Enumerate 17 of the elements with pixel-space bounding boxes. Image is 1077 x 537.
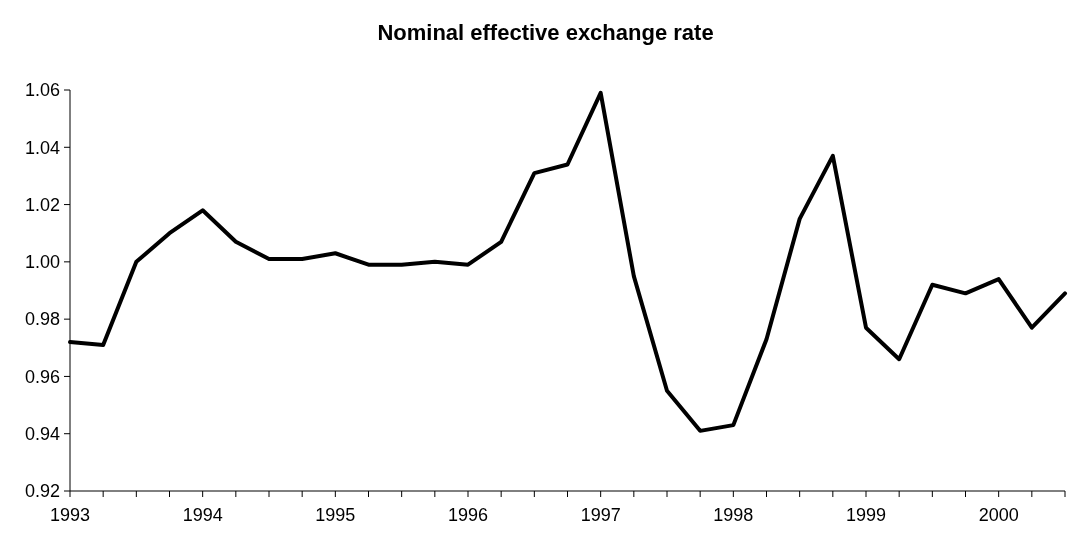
- y-tick-label: 0.96: [24, 366, 60, 387]
- x-tick-label: 1998: [713, 505, 754, 525]
- x-tick-label: 1997: [580, 505, 621, 525]
- x-tick-label: 1993: [49, 505, 91, 525]
- x-tick-label: 2000: [978, 505, 1019, 525]
- x-tick-label: 1995: [315, 505, 356, 525]
- y-tick-label: 0.98: [24, 309, 60, 330]
- y-tick-label: 0.94: [24, 424, 60, 445]
- x-tick-label: 1996: [447, 505, 489, 525]
- x-tick-label: 1994: [182, 505, 223, 525]
- y-tick-label: 1.06: [24, 80, 60, 101]
- x-tick-label: 1999: [845, 505, 887, 525]
- y-tick-label: 1.02: [24, 194, 60, 215]
- chart-title: Nominal effective exchange rate: [377, 20, 714, 45]
- y-tick-label: 0.92: [24, 481, 60, 502]
- y-tick-label: 1.00: [24, 252, 60, 273]
- y-tick-label: 1.04: [24, 137, 60, 158]
